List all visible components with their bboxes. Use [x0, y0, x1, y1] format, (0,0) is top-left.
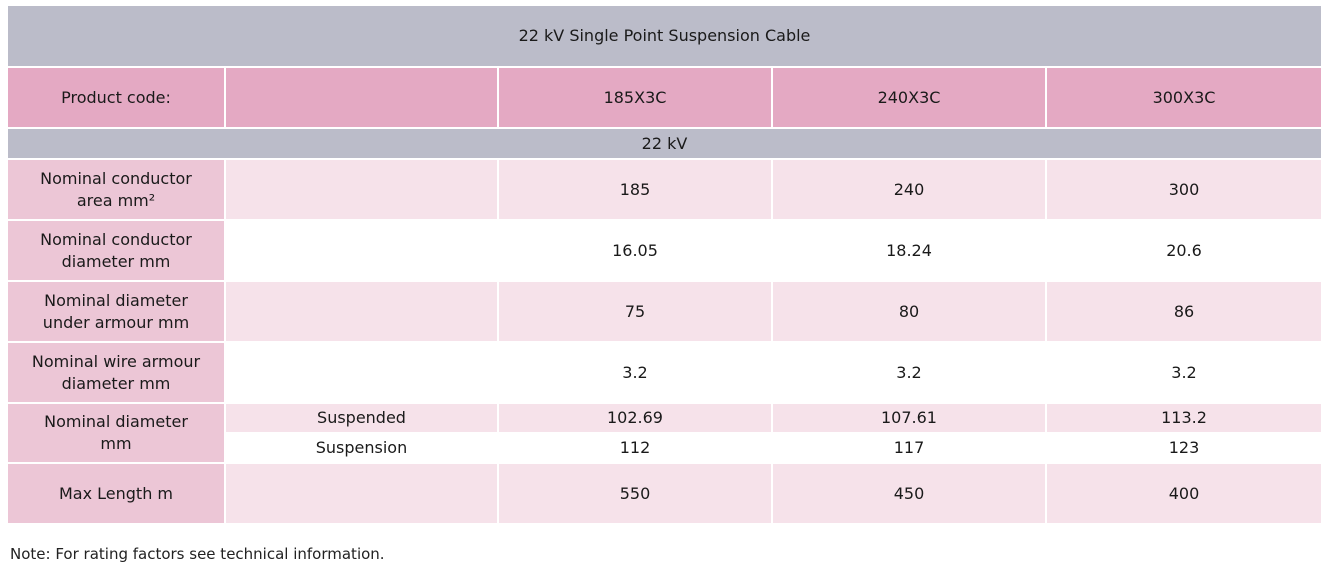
cable-spec-table: 22 kV Single Point Suspension Cable Prod…	[6, 4, 1323, 525]
row-label-line1: Nominal diameter	[44, 290, 188, 310]
table-row: Suspension 112 117 123	[7, 432, 1323, 464]
table-row: Nominal diameter mm Suspended 102.69 107…	[6, 402, 1323, 464]
table-cell: 400	[1045, 462, 1323, 525]
table-cell: 16.05	[497, 219, 773, 282]
title-row: 22 kV Single Point Suspension Cable	[6, 4, 1323, 68]
section-heading: 22 kV	[6, 127, 1323, 160]
table-cell: 450	[771, 462, 1047, 525]
section-row: 22 kV	[6, 127, 1323, 160]
row-spacer-cell	[224, 462, 499, 525]
table-cell: 80	[771, 280, 1047, 343]
row-spacer-cell	[224, 158, 499, 221]
row-label-line1: Nominal diameter	[44, 412, 188, 431]
footnote: Note: For rating factors see technical i…	[10, 545, 385, 563]
table-cell: 107.61	[771, 402, 1047, 434]
row-label-line2: area mm²	[76, 190, 156, 210]
row-label-line2: diameter mm	[61, 373, 171, 393]
table-cell: 18.24	[771, 219, 1047, 282]
row-label: Max Length m	[6, 462, 226, 525]
table-cell: 102.69	[497, 402, 773, 434]
table-row: Nominal conductor area mm² 185 240 300	[6, 158, 1323, 221]
table-title: 22 kV Single Point Suspension Cable	[6, 4, 1323, 68]
product-code-185x3c: 185X3C	[497, 66, 773, 129]
condition-label-suspended: Suspended	[224, 402, 499, 434]
table-cell: 3.2	[497, 341, 773, 404]
row-label: Nominal diameter under armour mm	[6, 280, 226, 343]
table-cell: 550	[497, 462, 773, 525]
table-cell: 117	[771, 432, 1047, 464]
product-code-240x3c: 240X3C	[771, 66, 1047, 129]
header-blank-cell	[224, 66, 499, 129]
row-label-line1: Nominal conductor	[40, 229, 192, 249]
table-cell: 123	[1045, 432, 1323, 464]
row-label-line2: under armour mm	[42, 312, 190, 332]
table-row: Nominal diameter under armour mm 75 80 8…	[6, 280, 1323, 343]
table-cell: 3.2	[771, 341, 1047, 404]
header-row: Product code: 185X3C 240X3C 300X3C	[6, 66, 1323, 129]
table-cell: 300	[1045, 158, 1323, 221]
product-code-label: Product code:	[6, 66, 226, 129]
table-row: Max Length m 550 450 400	[6, 462, 1323, 525]
row-label: Nominal diameter mm	[6, 402, 226, 464]
row-label-line1: Nominal conductor	[40, 168, 192, 188]
row-spacer-cell	[224, 280, 499, 343]
row-label-line2: diameter mm	[61, 251, 171, 271]
table-cell: 240	[771, 158, 1047, 221]
table-cell: 86	[1045, 280, 1323, 343]
row-label-line2: mm	[100, 434, 132, 453]
table-cell: 113.2	[1045, 402, 1323, 434]
row-spacer-cell	[224, 341, 499, 404]
table-cell: 75	[497, 280, 773, 343]
product-code-300x3c: 300X3C	[1045, 66, 1323, 129]
table-row: Nominal conductor diameter mm 16.05 18.2…	[6, 219, 1323, 282]
row-label: Nominal conductor area mm²	[6, 158, 226, 221]
row-label: Nominal conductor diameter mm	[6, 219, 226, 282]
row-label-line1: Nominal wire armour	[31, 351, 201, 371]
row-label: Nominal wire armour diameter mm	[6, 341, 226, 404]
condition-label-suspension: Suspension	[224, 432, 499, 464]
table-row: Nominal wire armour diameter mm 3.2 3.2 …	[6, 341, 1323, 404]
table-cell: 3.2	[1045, 341, 1323, 404]
row-spacer-cell	[224, 219, 499, 282]
table-cell: 20.6	[1045, 219, 1323, 282]
table-cell: 112	[497, 432, 773, 464]
table-cell: 185	[497, 158, 773, 221]
